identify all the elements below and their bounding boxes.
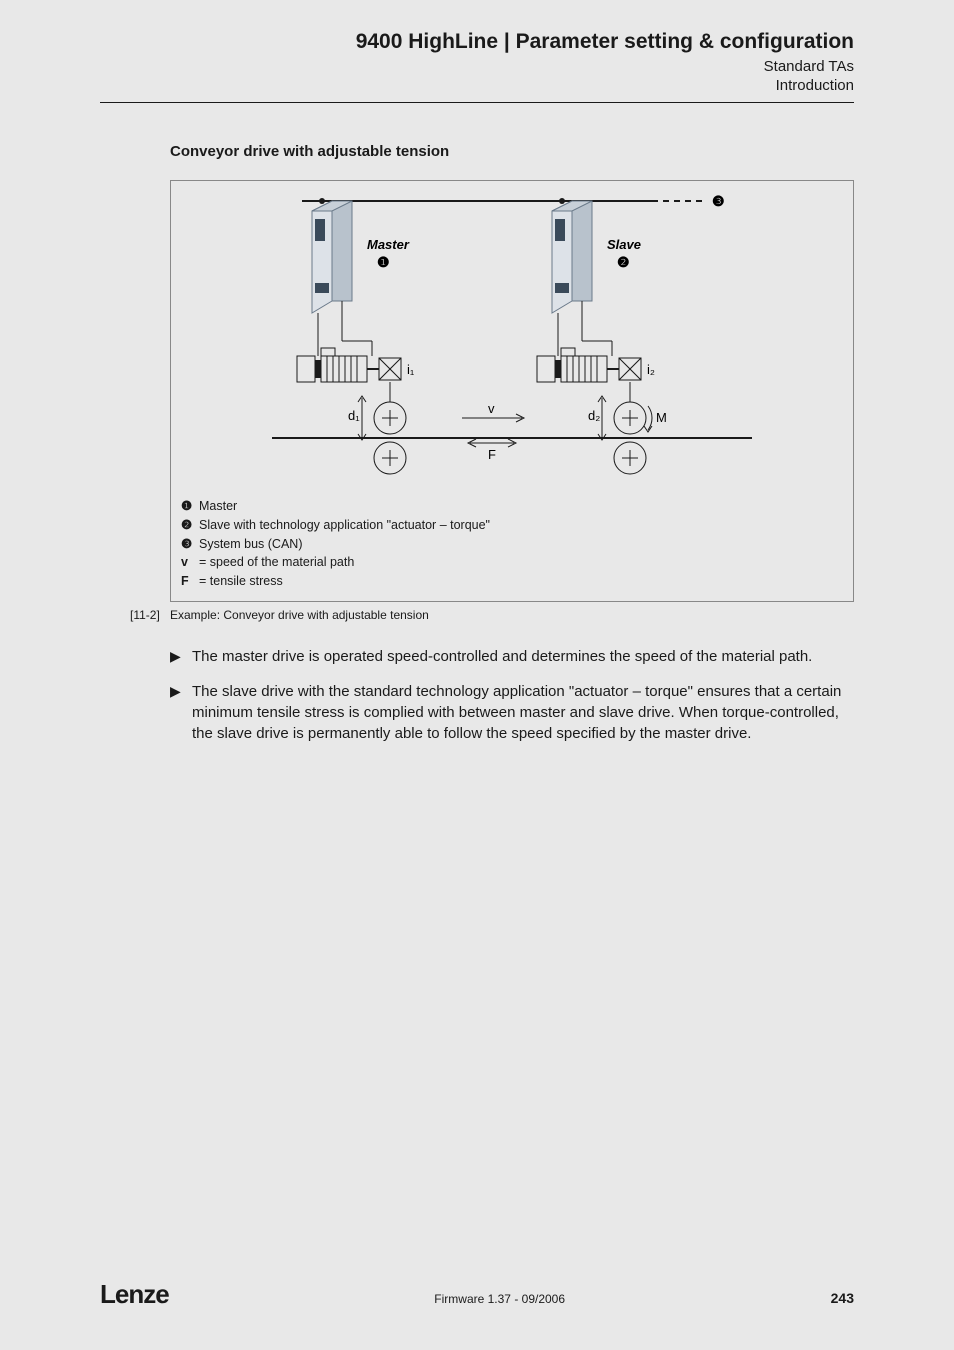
footer-page-number: 243 [831,1290,854,1306]
v-label: v [488,401,495,416]
triangle-icon: ▶ [170,681,192,744]
page: 9400 HighLine | Parameter setting & conf… [0,0,954,1350]
legend-row: v = speed of the material path [181,553,843,572]
bullet-item: ▶ The slave drive with the standard tech… [170,681,854,744]
bullet-list: ▶ The master drive is operated speed-con… [170,646,854,744]
f-arrow: F [468,439,516,462]
figure-box: ❸ Master ❶ [170,180,854,602]
caption-ref: [11-2] [130,608,170,622]
header-rule [100,102,854,103]
legend-text: Master [199,497,237,516]
legend-row: ❸ System bus (CAN) [181,535,843,554]
figure-caption: [11-2] Example: Conveyor drive with adju… [130,608,854,622]
bus-num-label: ❸ [712,193,725,209]
header-subtitle-2: Introduction [100,77,854,94]
master-d-label: d₁ [348,408,360,423]
legend-text: = tensile stress [199,572,283,591]
legend-num: ❷ [181,516,199,535]
bullet-text: The master drive is operated speed-contr… [192,646,812,667]
legend-row: F = tensile stress [181,572,843,591]
conveyor-master: d₁ [348,382,406,474]
figure-diagram: ❸ Master ❶ [171,181,853,491]
master-drive: Master ❶ [312,198,410,356]
master-i-label: i₁ [407,362,415,377]
slave-motor-gearbox: i₂ [537,348,655,382]
header-subtitle-1: Standard TAs [100,58,854,75]
legend-text: Slave with technology application "actua… [199,516,490,535]
slave-drive: Slave ❷ [552,198,641,356]
page-footer: Lenze Firmware 1.37 - 09/2006 243 [0,1279,954,1310]
caption-text: Example: Conveyor drive with adjustable … [170,608,429,622]
legend-text: = speed of the material path [199,553,354,572]
footer-center: Firmware 1.37 - 09/2006 [169,1292,831,1306]
f-label: F [488,447,496,462]
slave-i-label: i₂ [647,362,655,377]
legend-row: ❶ Master [181,497,843,516]
bullet-item: ▶ The master drive is operated speed-con… [170,646,854,667]
triangle-icon: ▶ [170,646,192,667]
slave-num: ❷ [617,254,630,270]
v-arrow: v [462,401,524,422]
header-title: 9400 HighLine | Parameter setting & conf… [100,30,854,54]
legend-num: ❸ [181,535,199,554]
legend-text: System bus (CAN) [199,535,303,554]
content: Conveyor drive with adjustable tension ❸ [0,113,954,744]
footer-logo: Lenze [100,1279,169,1310]
master-motor-gearbox: i₁ [297,348,415,382]
legend-num: v [181,553,199,572]
slave-d-label: d₂ [588,408,600,423]
legend-row: ❷ Slave with technology application "act… [181,516,843,535]
figure-legend: ❶ Master ❷ Slave with technology applica… [171,491,853,601]
slave-label: Slave [607,237,641,252]
section-title: Conveyor drive with adjustable tension [170,143,854,160]
bullet-text: The slave drive with the standard techno… [192,681,854,744]
master-label: Master [367,237,410,252]
master-num: ❶ [377,254,390,270]
legend-num: ❶ [181,497,199,516]
legend-num: F [181,572,199,591]
page-header: 9400 HighLine | Parameter setting & conf… [0,0,954,113]
slave-m-label: M [656,410,667,425]
conveyor-slave: d₂ M [588,382,667,474]
